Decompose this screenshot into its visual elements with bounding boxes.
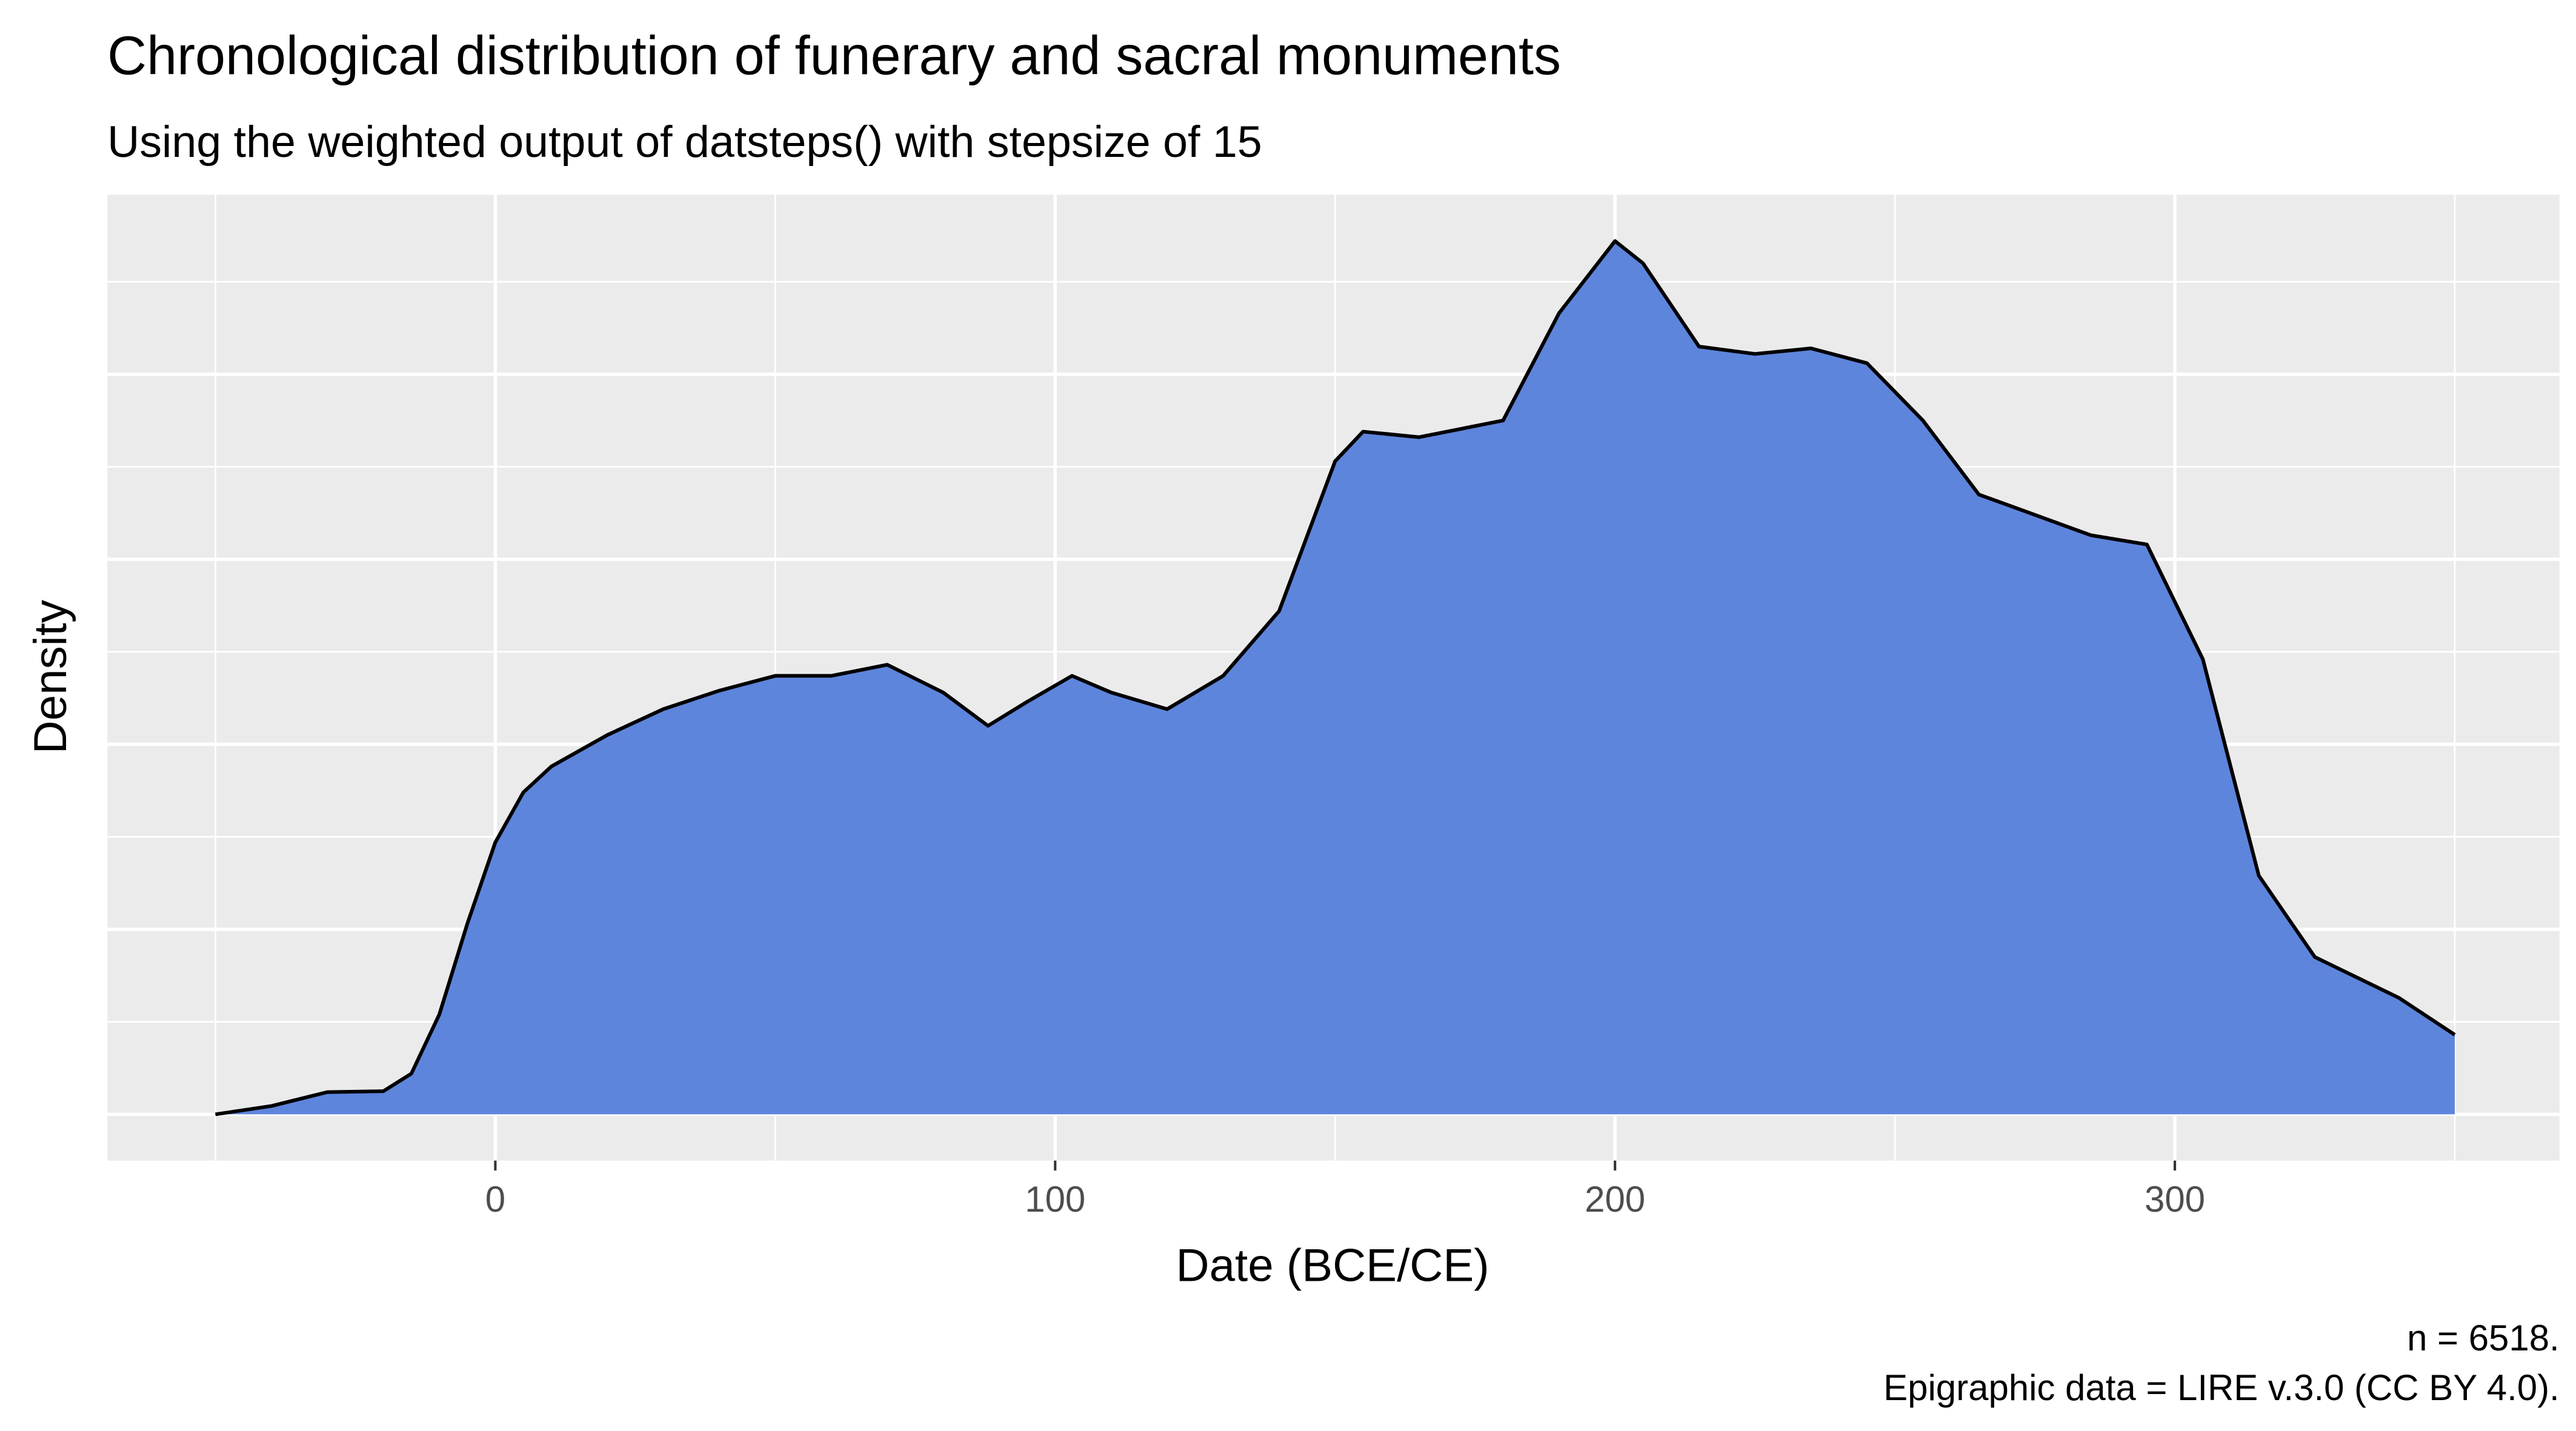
- area: [215, 241, 2455, 1115]
- marks: [215, 239, 2456, 1117]
- x-tick-label: 0: [485, 1179, 505, 1220]
- y-axis-title: Density: [25, 600, 76, 754]
- chart-title: Chronological distribution of funerary a…: [107, 26, 1561, 87]
- caption: n = 6518.: [2407, 1318, 2560, 1358]
- x-tick-label: 300: [2145, 1179, 2205, 1220]
- density-line: [215, 239, 2456, 1117]
- x-axis-title: Date (BCE/CE): [1176, 1240, 1489, 1292]
- chart-subtitle: Using the weighted output of datsteps() …: [107, 116, 1262, 167]
- x-tick-label: 100: [1025, 1179, 1085, 1220]
- x-tick-label: 200: [1585, 1179, 1645, 1220]
- caption: Epigraphic data = LIRE v.3.0 (CC BY 4.0)…: [1883, 1367, 2560, 1408]
